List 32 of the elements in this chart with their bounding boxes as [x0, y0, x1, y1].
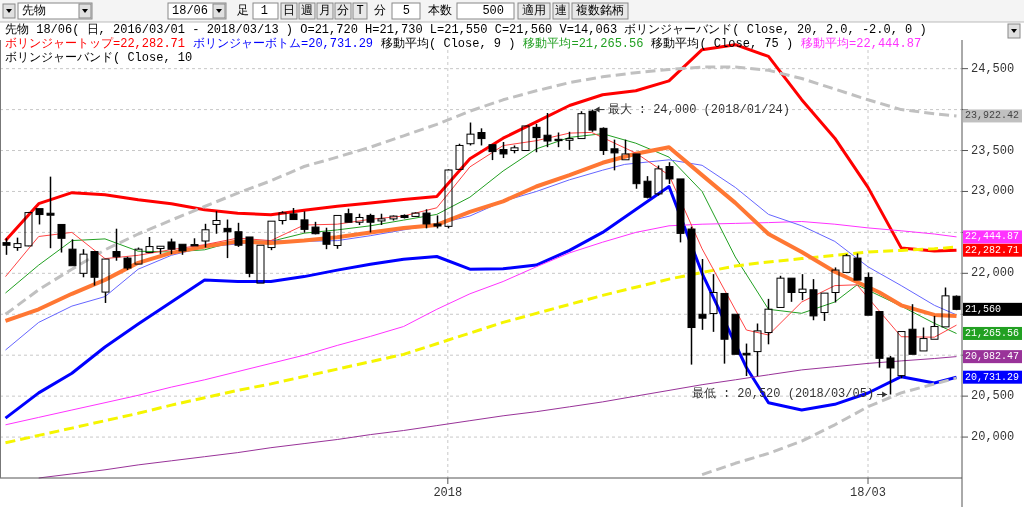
- y-tick-label: 20,500: [971, 389, 1015, 404]
- data-label: 22,282.71: [965, 244, 1020, 256]
- text: 日: [283, 4, 295, 18]
- text: 月: [319, 4, 331, 18]
- y-tick-label: 23,500: [971, 143, 1015, 158]
- text: 分: [374, 4, 386, 18]
- x-tick-label: 18/03: [850, 486, 887, 500]
- data-label: 22,444.87: [965, 231, 1020, 243]
- data-label: 20,731.29: [965, 371, 1020, 383]
- data-label: 21,265.56: [965, 327, 1020, 339]
- text: 1: [260, 4, 268, 18]
- text: 適用: [522, 3, 546, 18]
- text: 分: [337, 4, 349, 18]
- x-tick-label: 2018: [433, 486, 463, 500]
- annotation: 最大 : 24,000 (2018/01/24): [607, 102, 791, 117]
- data-label: 23,922.42: [965, 110, 1020, 122]
- text: 先物: [22, 4, 46, 18]
- text: 18/06: [172, 4, 209, 18]
- data-label: 20,982.47: [965, 351, 1020, 363]
- text: 500: [482, 4, 504, 18]
- text: 連: [555, 4, 567, 18]
- text: 21,560: [965, 303, 1002, 315]
- text: 複数銘柄: [576, 4, 624, 18]
- y-tick-label: 20,000: [971, 430, 1015, 445]
- y-tick-label: 23,000: [971, 184, 1015, 199]
- text: 本数: [428, 4, 452, 18]
- text: 足: [237, 4, 249, 18]
- y-tick-label: 22,000: [971, 266, 1015, 281]
- y-tick-label: 24,500: [971, 61, 1015, 76]
- text: 週: [301, 4, 313, 18]
- text: T: [356, 4, 364, 18]
- text: 5: [402, 4, 410, 18]
